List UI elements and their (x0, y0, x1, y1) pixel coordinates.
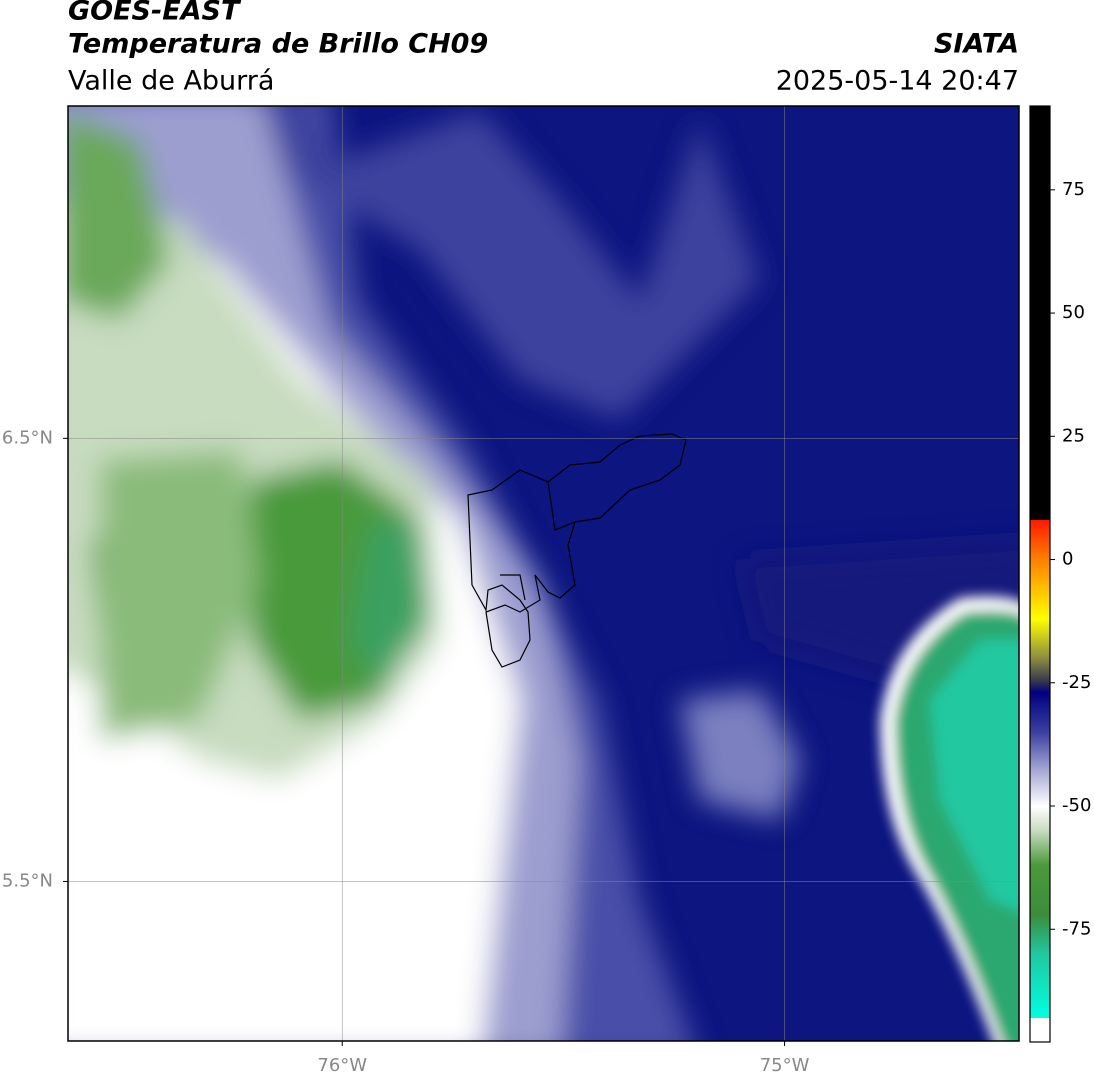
colorbar-tick-label: 25 (1062, 425, 1085, 446)
colorbar-frame (1029, 105, 1051, 1043)
timestamp: 2025-05-14 20:47 (776, 66, 1019, 97)
title: GOES-EAST (68, 0, 242, 27)
x-tick-label: 76°W (317, 1055, 367, 1076)
region: Valle de Aburrá (68, 66, 274, 97)
colorbar-tick-label: 50 (1062, 302, 1085, 323)
satellite-image (68, 106, 1019, 1041)
subtitle: Temperatura de Brillo CH09 (68, 29, 488, 60)
y-tick-label: 6.5°N (2, 427, 53, 448)
colorbar-tick-label: 0 (1062, 549, 1073, 570)
watershed-outline (467, 433, 687, 668)
colorbar-tick-label: -75 (1062, 918, 1091, 939)
colorbar-tick-label: -50 (1062, 795, 1091, 816)
source: SIATA (934, 29, 1019, 60)
colorbar-tick-label: 75 (1062, 179, 1085, 200)
colorbar-under (1030, 1018, 1050, 1042)
colorbar (1030, 106, 1050, 1018)
y-tick-label: 5.5°N (2, 870, 53, 891)
colorbar-tick-label: -25 (1062, 672, 1091, 693)
map-frame (67, 105, 1020, 1042)
x-tick-label: 75°W (760, 1055, 810, 1076)
